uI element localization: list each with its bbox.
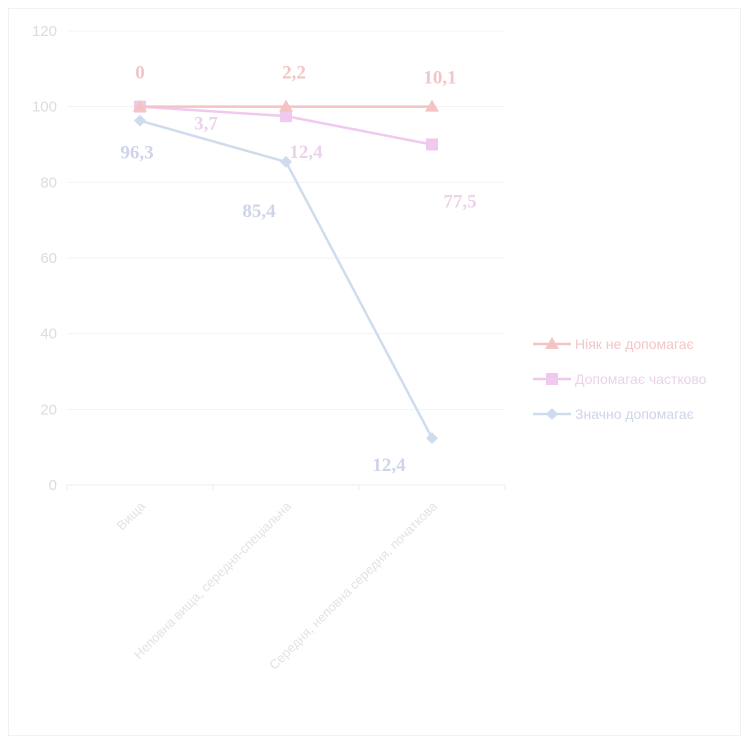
x-category-label: Неповна вища, середня-спеціальна xyxy=(131,498,295,662)
y-tick-label: 80 xyxy=(40,174,57,191)
data-label: 12,4 xyxy=(372,455,406,476)
y-tick-label: 40 xyxy=(40,326,57,343)
y-tick-label: 60 xyxy=(40,250,57,267)
data-label: 10,1 xyxy=(423,68,456,89)
y-tick-label: 100 xyxy=(32,99,57,116)
series-line xyxy=(139,119,434,439)
data-point xyxy=(133,99,147,112)
data-point xyxy=(426,432,438,445)
chart-frame xyxy=(8,8,741,736)
data-label: 96,3 xyxy=(120,143,153,164)
legend-marker xyxy=(545,337,559,349)
x-category-label: Вища xyxy=(114,498,149,533)
data-label: 0 xyxy=(135,63,145,84)
legend-marker xyxy=(546,408,558,420)
y-tick-label: 0 xyxy=(49,477,57,494)
legend-entry: Ніяк не допомагає xyxy=(575,336,694,352)
data-point xyxy=(134,114,146,127)
x-category-label: Середня, неповна середня, початкова xyxy=(266,498,441,673)
legend-entry: Допомагає частково xyxy=(575,371,707,387)
data-point xyxy=(425,99,439,112)
data-label: 77,5 xyxy=(443,192,476,213)
data-point xyxy=(279,99,293,112)
legend-entry: Значно допомагає xyxy=(575,406,694,422)
y-tick-label: 20 xyxy=(40,401,57,418)
data-label: 85,4 xyxy=(242,201,276,222)
data-point xyxy=(426,138,438,151)
legend-marker xyxy=(546,373,558,385)
data-label: 12,4 xyxy=(289,142,323,163)
data-label: 2,2 xyxy=(282,63,306,84)
data-label: 3,7 xyxy=(194,114,218,135)
data-point xyxy=(280,110,292,123)
y-tick-label: 120 xyxy=(32,23,57,40)
data-point xyxy=(280,155,292,168)
